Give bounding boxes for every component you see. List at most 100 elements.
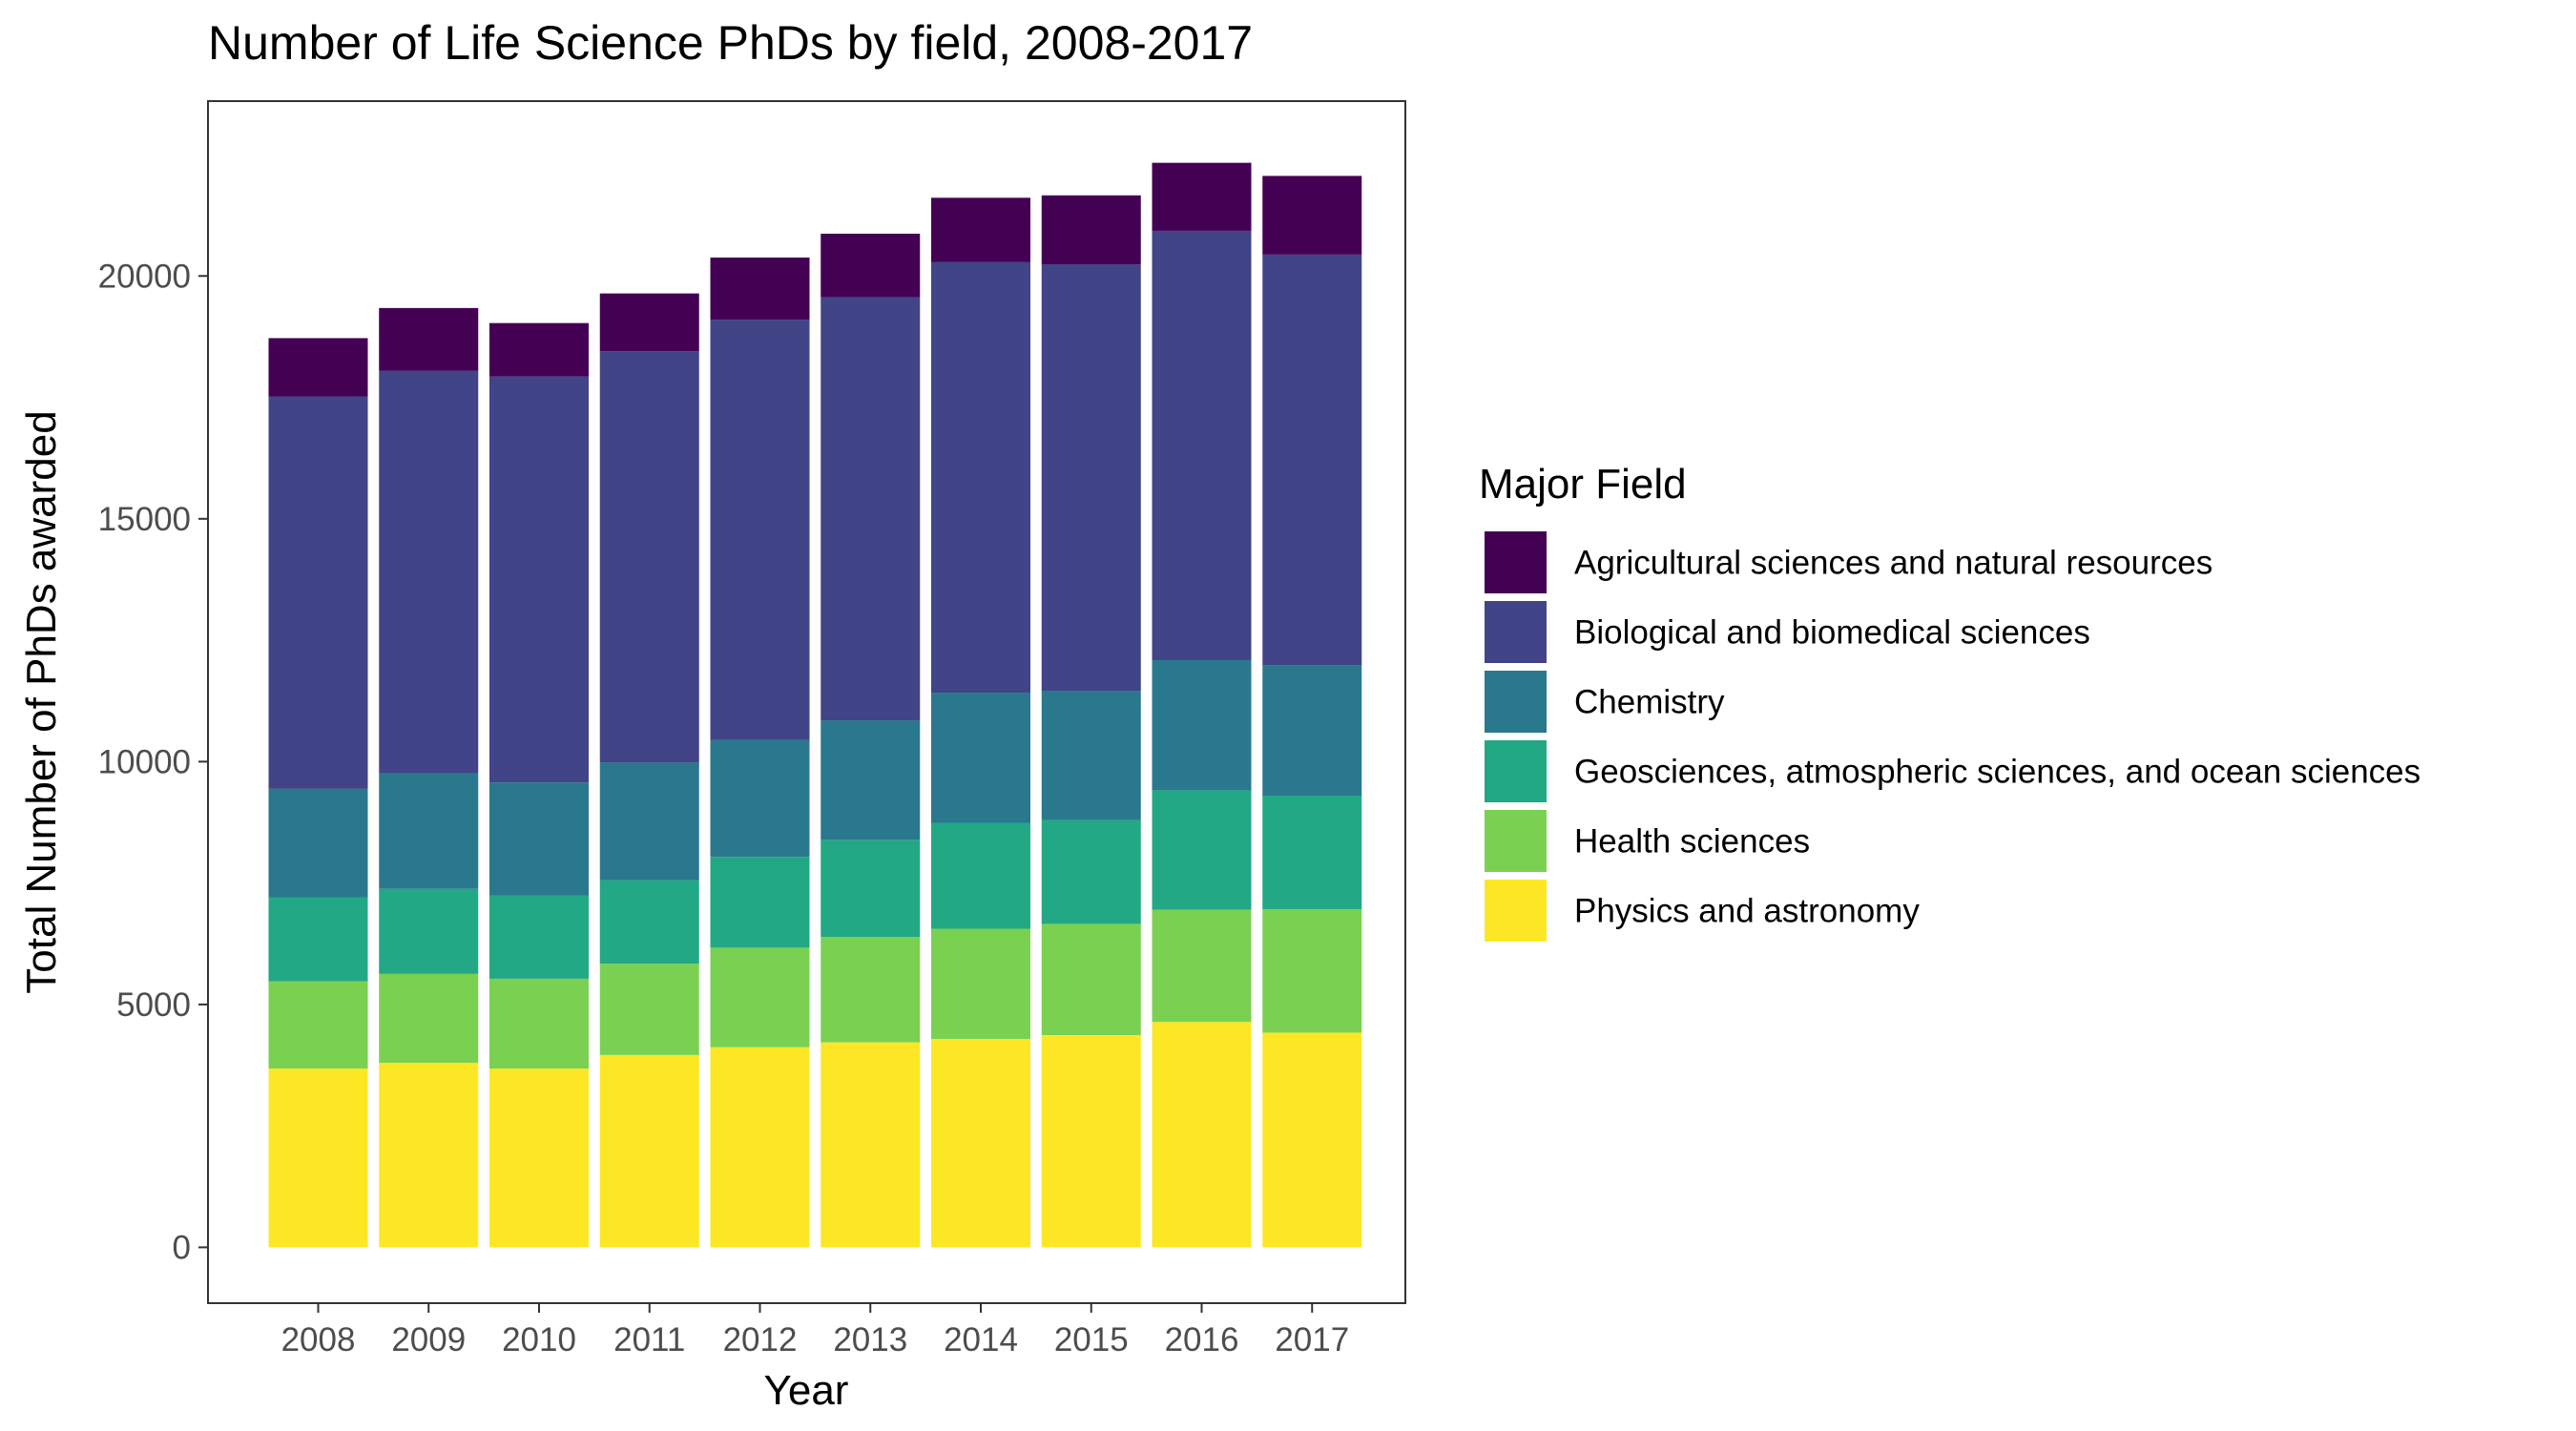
bar-segment-2014-series-0: [931, 1039, 1030, 1248]
x-axis: 2008 2009 2010 2011 2012 2013 2014 2015 2016 2017: [281, 1303, 1349, 1358]
bar-segment-2010-series-4: [489, 376, 589, 783]
bar-segment-2017-series-2: [1262, 796, 1362, 910]
bar-segment-2011-series-1: [599, 964, 699, 1055]
bar-segment-2013-series-4: [821, 297, 921, 721]
legend-key-3: [1485, 740, 1547, 802]
y-axis: 0 5000 10000 15000 20000: [98, 258, 208, 1266]
bar-segment-2008-series-5: [268, 338, 368, 397]
legend-items: Agricultural sciences and natural resour…: [1485, 531, 2420, 942]
legend-label-2: Chemistry: [1574, 684, 1725, 721]
y-tick-label: 20000: [98, 258, 191, 295]
x-tick-label: 2014: [944, 1321, 1018, 1358]
x-tick-label: 2013: [833, 1321, 907, 1358]
bar-segment-2013-series-1: [821, 937, 921, 1043]
bar-segment-2017-series-4: [1262, 254, 1362, 666]
y-tick-label: 0: [173, 1229, 191, 1266]
bar-segment-2016-series-4: [1152, 230, 1252, 660]
bar-segment-2011-series-3: [599, 762, 699, 881]
bar-segment-2016-series-1: [1152, 909, 1252, 1023]
legend-key-5: [1485, 880, 1547, 942]
legend-label-4: Health sciences: [1574, 823, 1810, 861]
bar-segment-2009-series-3: [379, 773, 479, 889]
plot-panel-border: [207, 100, 1406, 1304]
bar-segment-2014-series-4: [931, 261, 1030, 694]
bar-segment-2014-series-1: [931, 928, 1030, 1040]
bar-segment-2017-series-1: [1262, 909, 1362, 1033]
bar-segment-2009-series-4: [379, 370, 479, 774]
bar-segment-2012-series-2: [710, 857, 810, 948]
bar-segment-2012-series-3: [710, 739, 810, 858]
legend-key-2: [1485, 671, 1547, 733]
bar-segment-2012-series-0: [710, 1047, 810, 1248]
bar-segment-2015-series-4: [1041, 264, 1141, 692]
legend-label-1: Biological and biomedical sciences: [1574, 614, 2090, 652]
bar-segment-2013-series-5: [821, 233, 921, 298]
bar-segment-2012-series-1: [710, 947, 810, 1047]
bar-segment-2010-series-0: [489, 1068, 589, 1248]
bar-segment-2009-series-1: [379, 973, 479, 1063]
bar-segment-2017-series-5: [1262, 176, 1362, 255]
bar-segment-2016-series-2: [1152, 790, 1252, 910]
plot-area: 0 5000 10000 15000 20000 2008 2009 2010 2011 201…: [98, 100, 1406, 1358]
bar-segment-2010-series-2: [489, 895, 589, 979]
bars-group: [268, 162, 1362, 1248]
bar-segment-2015-series-3: [1041, 691, 1141, 820]
bar-segment-2011-series-2: [599, 880, 699, 964]
legend-key-1: [1485, 601, 1547, 663]
bar-segment-2012-series-4: [710, 320, 810, 740]
x-tick-label: 2011: [613, 1321, 685, 1358]
legend: Major Field Agricultural sciences and na…: [1479, 461, 2420, 942]
y-axis-title: Total Number of PhDs awarded: [18, 410, 65, 993]
bar-segment-2015-series-0: [1041, 1034, 1141, 1248]
legend-label-3: Geosciences, atmospheric sciences, and o…: [1574, 754, 2420, 791]
bar-segment-2008-series-2: [268, 897, 368, 982]
bar-segment-2009-series-0: [379, 1063, 479, 1248]
bar-segment-2011-series-5: [599, 293, 699, 352]
bar-segment-2008-series-4: [268, 396, 368, 789]
bar-segment-2013-series-2: [821, 840, 921, 938]
bar-segment-2016-series-0: [1152, 1022, 1252, 1248]
bar-segment-2009-series-5: [379, 307, 479, 371]
bar-segment-2016-series-5: [1152, 162, 1252, 231]
bar-segment-2013-series-3: [821, 720, 921, 840]
bar-segment-2011-series-0: [599, 1054, 699, 1248]
legend-title: Major Field: [1479, 461, 1687, 508]
legend-label-5: Physics and astronomy: [1574, 893, 1920, 930]
y-tick-label: 15000: [98, 501, 191, 538]
bar-segment-2015-series-2: [1041, 819, 1141, 924]
legend-label-0: Agricultural sciences and natural resour…: [1574, 545, 2212, 582]
x-tick-label: 2017: [1275, 1321, 1349, 1358]
x-tick-label: 2008: [281, 1321, 356, 1358]
y-tick-label: 5000: [116, 986, 191, 1024]
bar-segment-2008-series-0: [268, 1068, 368, 1248]
x-axis-title: Year: [764, 1367, 849, 1414]
legend-key-0: [1485, 531, 1547, 593]
x-tick-label: 2016: [1165, 1321, 1239, 1358]
bar-segment-2017-series-0: [1262, 1032, 1362, 1248]
bar-segment-2009-series-2: [379, 888, 479, 974]
bar-segment-2014-series-2: [931, 822, 1030, 929]
bar-segment-2017-series-3: [1262, 665, 1362, 796]
x-tick-label: 2012: [723, 1321, 798, 1358]
bar-segment-2014-series-5: [931, 197, 1030, 262]
chart-title: Number of Life Science PhDs by field, 20…: [208, 16, 1253, 70]
bar-segment-2015-series-1: [1041, 923, 1141, 1035]
bar-segment-2011-series-4: [599, 351, 699, 763]
bar-segment-2015-series-5: [1041, 195, 1141, 265]
bar-segment-2013-series-0: [821, 1042, 921, 1248]
legend-key-4: [1485, 810, 1547, 872]
x-tick-label: 2010: [502, 1321, 576, 1358]
bar-segment-2016-series-3: [1152, 659, 1252, 791]
y-tick-label: 10000: [98, 743, 191, 780]
bar-segment-2010-series-3: [489, 782, 589, 896]
bar-segment-2008-series-1: [268, 981, 368, 1069]
x-tick-label: 2009: [391, 1321, 466, 1358]
bar-segment-2010-series-5: [489, 322, 589, 377]
bar-segment-2014-series-3: [931, 693, 1030, 823]
x-tick-label: 2015: [1054, 1321, 1129, 1358]
bar-segment-2010-series-1: [489, 978, 589, 1069]
bar-segment-2008-series-3: [268, 788, 368, 898]
bar-segment-2012-series-5: [710, 257, 810, 321]
